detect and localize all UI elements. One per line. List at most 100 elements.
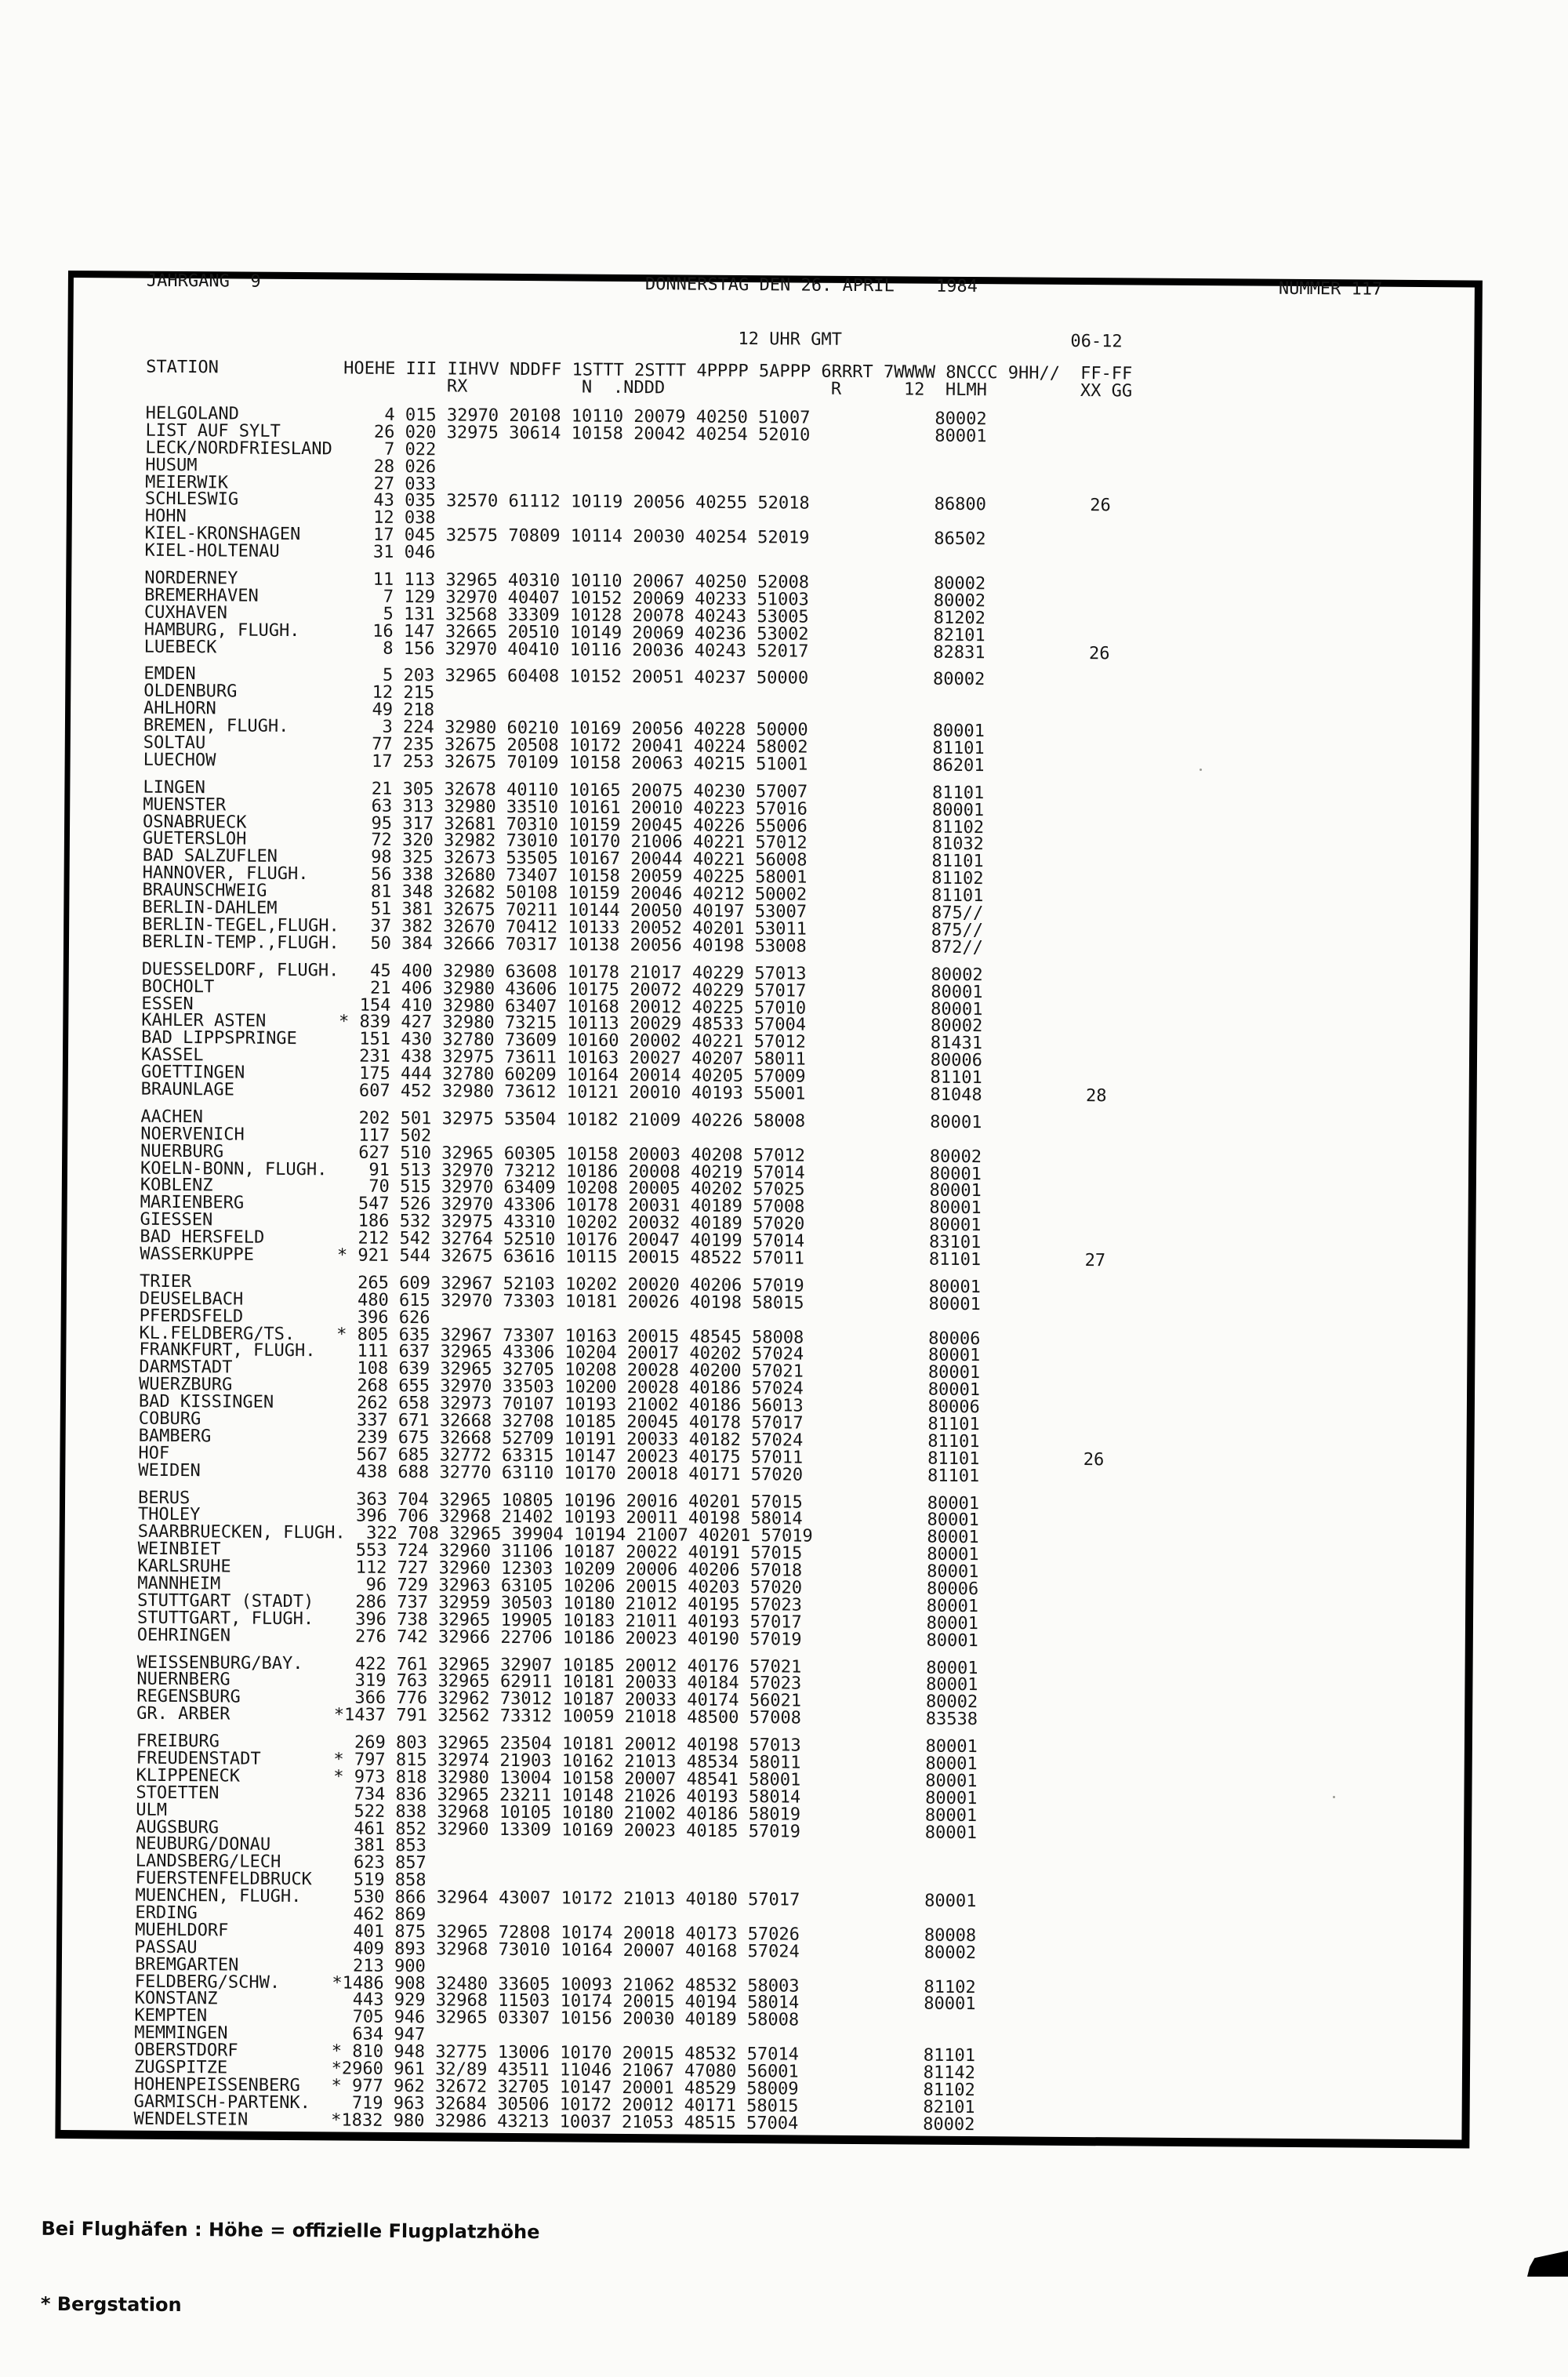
issue-year: 1984 — [935, 276, 978, 297]
station-height: 1437 — [343, 1705, 387, 1726]
obs-groups: 32562 73312 10059 21018 48500 57008 — [437, 1706, 801, 1728]
station-height: 31 — [352, 542, 394, 563]
obs-groups: 32986 43213 10037 21053 48515 57004 — [434, 2111, 799, 2134]
obs-groups: 32675 63616 10115 20015 48522 57011 — [441, 1246, 805, 1269]
station-height: 276 — [344, 1626, 387, 1647]
cloud-group: 81048 — [930, 1085, 982, 1106]
station-id: 791 — [396, 1706, 428, 1726]
station-id: 156 — [403, 638, 435, 659]
bergstation-mark — [338, 1081, 348, 1100]
bergstation-mark: * — [331, 2110, 342, 2131]
station-name: WEIDEN — [138, 1460, 201, 1481]
scan-speck — [1333, 1796, 1335, 1798]
col-header-station: STATION — [146, 357, 219, 378]
volume-label: JAHRGANG 9 — [146, 271, 261, 292]
station-name: WASSERKUPPE — [140, 1244, 255, 1265]
station-name: WENDELSTEIN — [133, 2109, 249, 2130]
cloud-group: 80002 — [923, 2114, 975, 2135]
cloud-group: 86201 — [932, 755, 985, 776]
bergstation-mark: * — [333, 1705, 345, 1725]
cloud-group: 80001 — [926, 1630, 978, 1651]
cloud-group: 86502 — [934, 529, 986, 550]
cloud-group: 81101 — [927, 1466, 980, 1486]
obs-groups: 32975 30614 10158 20042 40254 52010 — [446, 423, 811, 445]
obs-groups: 32965 60408 10152 20051 40237 50000 — [445, 666, 809, 689]
cloud-group: 80002 — [933, 670, 985, 690]
col-subheader-rx: RX — [446, 376, 468, 397]
obs-groups: 32675 70109 10158 20063 40215 51001 — [444, 752, 808, 775]
obs-groups: 32575 70809 10114 20030 40254 52019 — [445, 525, 810, 548]
bergstation-mark — [336, 1462, 346, 1481]
station-height: 1832 — [341, 2110, 383, 2131]
obs-groups: 32965 03307 10156 20030 40189 58008 — [435, 2008, 800, 2030]
issue-number: NUMMER 117 — [1278, 278, 1383, 300]
obs-groups: 32770 63110 10170 20018 40171 57020 — [439, 1462, 804, 1485]
cloud-group: 80001 — [935, 426, 987, 447]
station-id: 742 — [396, 1626, 428, 1647]
station-id: 384 — [401, 933, 434, 954]
station-id: 980 — [393, 2110, 425, 2131]
scan-skew-wrapper: JAHRGANG 9 DONNERSTAG DEN 26. APRIL 1984… — [0, 0, 1568, 2316]
obs-groups: 32960 13309 10169 20023 40185 57019 — [437, 1819, 800, 1842]
obs-groups: 32975 53504 10182 21009 40226 58008 — [441, 1109, 806, 1132]
cloud-group: 80002 — [924, 1943, 977, 1963]
station-id: 253 — [402, 751, 434, 772]
cloud-group: 86800 — [934, 495, 986, 515]
bergstation-mark — [334, 1626, 344, 1646]
station-id: 544 — [399, 1245, 431, 1267]
col-subheader-hlmh: HLMH — [945, 380, 988, 401]
station-name: LUECHOW — [143, 750, 216, 771]
station-name: OEHRINGEN — [136, 1625, 231, 1646]
footnote-airports: Bei Flughäfen : Höhe = offizielle Flugpl… — [41, 2217, 540, 2244]
scanned-weather-bulletin: { "masthead": { "volume": "JAHRGANG 9", … — [40, 270, 1568, 2317]
station-name: KIEL-HOLTENAU — [144, 540, 280, 562]
cloud-group: 80001 — [928, 1294, 981, 1314]
col-subheader-xxgg: XX GG — [1080, 380, 1133, 402]
station-height: 8 — [351, 638, 394, 659]
obs-groups: 32570 61112 10119 20056 40255 52018 — [446, 491, 810, 514]
obs-groups: 32666 70317 10138 20056 40198 53008 — [443, 934, 807, 957]
footnotes: Bei Flughäfen : Höhe = offizielle Flugpl… — [40, 2166, 540, 2370]
station-height: 50 — [349, 933, 392, 954]
cloud-group: 81101 — [928, 1249, 982, 1270]
station-height: 438 — [346, 1462, 388, 1482]
cloud-group: 80001 — [924, 1994, 976, 2015]
col-subheader-n: N — [581, 377, 593, 398]
obs-groups: 32970 73303 10181 20026 40198 58015 — [440, 1291, 804, 1314]
station-name: BRAUNLAGE — [140, 1079, 235, 1100]
cloud-group: 80001 — [930, 1112, 982, 1132]
wind-extreme: 28 — [1085, 1086, 1107, 1107]
period-range: 06-12 — [1070, 331, 1123, 352]
bergstation-mark — [342, 543, 352, 562]
station-id: 688 — [397, 1462, 430, 1482]
wind-extreme: 27 — [1084, 1251, 1106, 1271]
bergstation-mark — [339, 933, 350, 953]
bulletin-body: JAHRGANG 9 DONNERSTAG DEN 26. APRIL 1984… — [0, 0, 1568, 2135]
col-subheader-12: 12 — [903, 380, 925, 400]
cloud-group: 80001 — [924, 1823, 978, 1843]
station-name: GR. ARBER — [136, 1703, 230, 1725]
scan-speck — [1200, 769, 1202, 771]
issue-date: DONNERSTAG DEN 26. APRIL — [644, 274, 895, 296]
cloud-group: 80001 — [924, 1891, 977, 1912]
obs-groups: 32964 43007 10172 21013 40180 57017 — [436, 1888, 800, 1910]
obs-groups: 32966 22706 10186 20023 40190 57019 — [437, 1626, 802, 1650]
station-id: 452 — [400, 1081, 432, 1102]
wind-extreme: 26 — [1083, 1449, 1105, 1470]
col-subheader-nddd: .NDDD — [612, 377, 666, 398]
cloud-group: 872// — [931, 937, 984, 958]
observation-table: HELGOLAND 4 015 32970 20108 10110 20079 … — [133, 404, 1462, 2137]
obs-groups: 32970 40410 10116 20036 40243 52017 — [445, 638, 809, 662]
station-name: BERLIN-TEMP.,FLUGH. — [141, 932, 339, 954]
scan-speck — [486, 972, 488, 975]
station-height: 607 — [348, 1081, 390, 1101]
cloud-group: 83538 — [925, 1709, 978, 1730]
bergstation-mark — [341, 638, 351, 658]
obs-groups: 32980 73612 10121 20010 40193 55001 — [441, 1081, 806, 1104]
col-subheader-r: R — [830, 379, 842, 399]
bergstation-mark — [340, 751, 350, 771]
obs-groups: 32968 73010 10164 20007 40168 57024 — [436, 1939, 800, 1962]
station-height: 17 — [350, 751, 393, 772]
observation-time: 12 UHR GMT — [738, 329, 842, 350]
cloud-group: 82831 — [933, 642, 985, 663]
